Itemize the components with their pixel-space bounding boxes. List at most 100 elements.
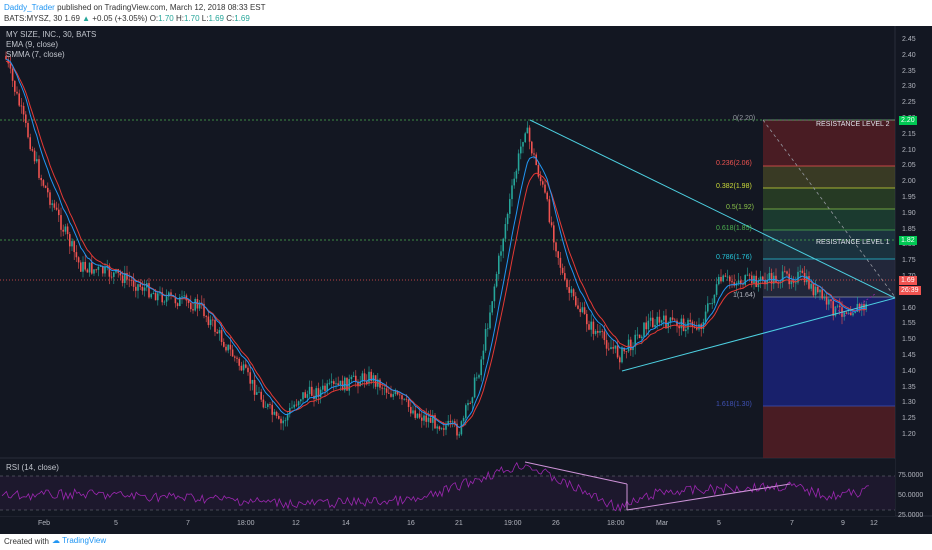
candle-body	[278, 415, 280, 419]
rsi-band	[0, 476, 895, 510]
candle-body	[566, 279, 568, 288]
time-axis-tick: 18:00	[607, 520, 625, 527]
candle-body	[667, 322, 669, 329]
fibonacci-retracement[interactable]	[762, 119, 896, 458]
candle-body	[293, 404, 295, 408]
price-axis-tick: 2.40	[902, 51, 916, 59]
price-axis-tick: 1.90	[902, 209, 916, 217]
candle-body	[656, 316, 658, 325]
candle-body	[522, 142, 524, 147]
candle-body	[306, 394, 309, 398]
candle-body	[282, 420, 284, 424]
candle-body	[33, 150, 36, 162]
price-axis-tick: 1.45	[902, 352, 916, 359]
candle-body	[832, 301, 834, 316]
candle-body	[93, 269, 95, 274]
ema-legend[interactable]: EMA (9, close)	[6, 40, 59, 49]
author-link[interactable]: Daddy_Trader	[4, 3, 55, 12]
rsi-divergence-line-2[interactable]	[626, 483, 791, 511]
candle-body	[498, 255, 500, 275]
candle-body	[69, 234, 71, 247]
descending-trendline[interactable]	[529, 119, 896, 299]
candle-body	[473, 377, 476, 398]
created-with-text: Created with	[4, 537, 49, 546]
fib-zone-below-1618	[763, 406, 895, 458]
candle-body	[575, 296, 577, 306]
candle-body	[482, 350, 485, 360]
candle-body	[22, 105, 25, 115]
candle-body	[88, 262, 91, 273]
candle-body	[619, 357, 621, 363]
candle-body	[801, 270, 804, 273]
time-axis-tick: 19:00	[504, 520, 522, 527]
tradingview-logo[interactable]: ☁ TradingView	[52, 536, 106, 545]
price-chart[interactable]	[0, 26, 932, 534]
candle-body	[605, 340, 608, 349]
fib-zone-05-0618	[763, 209, 895, 230]
candle-body	[124, 273, 126, 283]
candle-body	[557, 251, 559, 258]
candle-body	[788, 273, 790, 285]
candle-body	[121, 275, 124, 283]
candle-body	[533, 153, 535, 155]
candle-body	[663, 315, 665, 321]
candle-body	[187, 300, 190, 304]
candle-body	[240, 365, 243, 371]
candle-body	[335, 383, 337, 385]
candle-body	[205, 316, 207, 317]
ascending-trendline[interactable]	[621, 297, 896, 372]
candle-body	[834, 306, 837, 316]
candle-body	[97, 266, 100, 270]
candle-body	[861, 303, 863, 309]
candle-body	[568, 287, 570, 293]
fib-zone-0236-0382	[763, 166, 895, 188]
candle-body	[141, 286, 144, 291]
price-axis-tick: 2.00	[902, 178, 916, 186]
time-axis-tick: 12	[870, 520, 878, 527]
candle-body	[143, 287, 146, 291]
candle-body	[722, 275, 724, 282]
symbol-label: BATS:MYSZ, 30	[4, 14, 63, 23]
candle-body	[715, 284, 718, 295]
candle-body	[577, 305, 579, 309]
candle-body	[564, 273, 566, 280]
candle-body	[372, 375, 375, 382]
candle-body	[601, 330, 603, 332]
candle-body	[548, 199, 551, 223]
candle-body	[176, 303, 179, 307]
candle-body	[775, 275, 777, 283]
candle-body	[555, 242, 557, 252]
high-value: 1.70	[183, 14, 200, 23]
chart-area[interactable]: MY SIZE, INC., 30, BATS EMA (9, close) S…	[0, 26, 932, 534]
candle-body	[674, 319, 676, 321]
candle-body	[339, 380, 342, 385]
candle-body	[649, 317, 652, 321]
candle-body	[49, 192, 51, 205]
rsi-divergence-line-1[interactable]	[524, 461, 628, 485]
candle-body	[170, 292, 172, 296]
candle-body	[18, 93, 20, 106]
candle-body	[539, 176, 542, 182]
candle-body	[249, 372, 251, 384]
candle-body	[183, 295, 185, 297]
candle-body	[324, 385, 326, 392]
candle-body	[623, 347, 625, 352]
candle-body	[676, 320, 678, 327]
candle-body	[799, 270, 801, 272]
candle-body	[594, 331, 597, 334]
candle-body	[660, 320, 663, 323]
candle-body	[269, 404, 271, 405]
candle-body	[773, 275, 775, 284]
candle-body	[355, 375, 357, 382]
candle-body	[858, 303, 861, 309]
candle-body	[465, 405, 467, 418]
candle-body	[432, 415, 434, 423]
candle-body	[394, 391, 397, 395]
candle-body	[828, 299, 830, 305]
candle-body	[603, 331, 606, 341]
candle-body	[759, 276, 762, 281]
candle-body	[515, 170, 518, 179]
rsi-legend[interactable]: RSI (14, close)	[6, 463, 59, 472]
candle-body	[583, 307, 586, 314]
smma-legend[interactable]: SMMA (7, close)	[6, 50, 65, 59]
